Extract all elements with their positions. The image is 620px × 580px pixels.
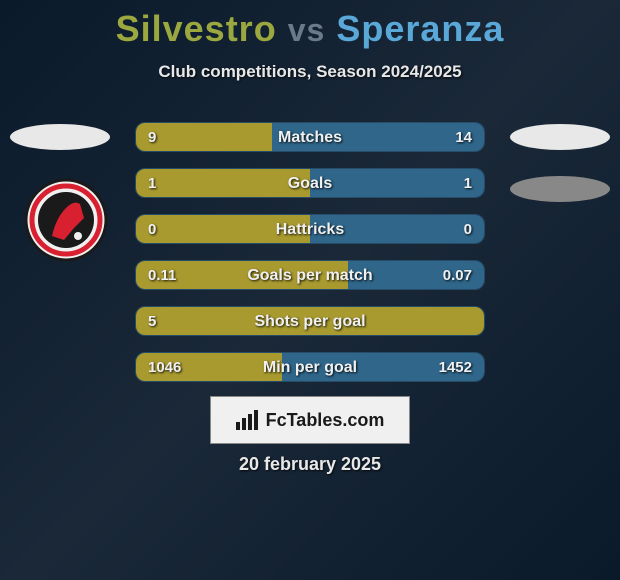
- stat-value-right: 14: [455, 123, 472, 152]
- stat-label: Matches: [136, 123, 484, 152]
- side-marker-left: [10, 124, 110, 150]
- stat-label: Goals: [136, 169, 484, 198]
- stats-bars: Matches9 14 Goals1 1 Hattricks0 0 Goals per ma…: [135, 122, 485, 398]
- branding-box: FcTables.com: [210, 396, 410, 444]
- stat-row: Min per goal1046 1452: [135, 352, 485, 382]
- title: Silvestro vs Speranza: [0, 0, 620, 50]
- stat-value-left: 9: [148, 123, 156, 152]
- stat-value-left: 1046: [148, 353, 181, 382]
- stat-value-right: 1452: [439, 353, 472, 382]
- stat-value-right: 0: [464, 215, 472, 244]
- stat-row: Matches9 14: [135, 122, 485, 152]
- club-badge: [24, 178, 108, 262]
- title-vs: vs: [288, 12, 326, 48]
- stat-label: Goals per match: [136, 261, 484, 290]
- stat-value-left: 1: [148, 169, 156, 198]
- stat-label: Min per goal: [136, 353, 484, 382]
- side-marker-right-2: [510, 176, 610, 202]
- stat-value-right: 0.07: [443, 261, 472, 290]
- player1-name: Silvestro: [116, 8, 277, 49]
- stat-value-left: 0.11: [148, 261, 176, 290]
- stat-value-left: 0: [148, 215, 156, 244]
- stat-row: Shots per goal5: [135, 306, 485, 336]
- stat-label: Shots per goal: [136, 307, 484, 336]
- chart-icon: [236, 410, 262, 430]
- date-label: 20 february 2025: [0, 454, 620, 475]
- stat-value-right: 1: [464, 169, 472, 198]
- club-badge-icon: [24, 178, 108, 262]
- stat-row: Goals per match0.11 0.07: [135, 260, 485, 290]
- stats-comparison-card: Silvestro vs Speranza Club competitions,…: [0, 0, 620, 580]
- stat-row: Goals1 1: [135, 168, 485, 198]
- player2-name: Speranza: [336, 8, 504, 49]
- side-marker-right-1: [510, 124, 610, 150]
- subtitle: Club competitions, Season 2024/2025: [0, 62, 620, 82]
- branding-text: FcTables.com: [266, 410, 385, 431]
- stat-label: Hattricks: [136, 215, 484, 244]
- stat-row: Hattricks0 0: [135, 214, 485, 244]
- stat-value-left: 5: [148, 307, 156, 336]
